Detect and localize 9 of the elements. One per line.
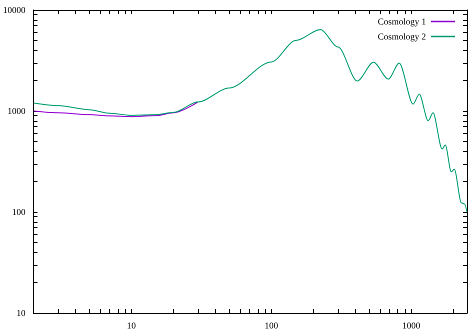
y-tick-label: 10 [16,308,26,318]
y-tick-label: 100 [12,207,26,217]
x-tick-label: 100 [264,320,279,330]
x-tick-label: 10 [126,320,136,330]
legend-label: Cosmology 1 [378,16,426,26]
y-tick-label: 1000 [8,106,26,116]
y-tick-label: 10000 [3,5,26,15]
x-tick-label: 1000 [402,320,421,330]
legend-label: Cosmology 2 [378,32,426,42]
